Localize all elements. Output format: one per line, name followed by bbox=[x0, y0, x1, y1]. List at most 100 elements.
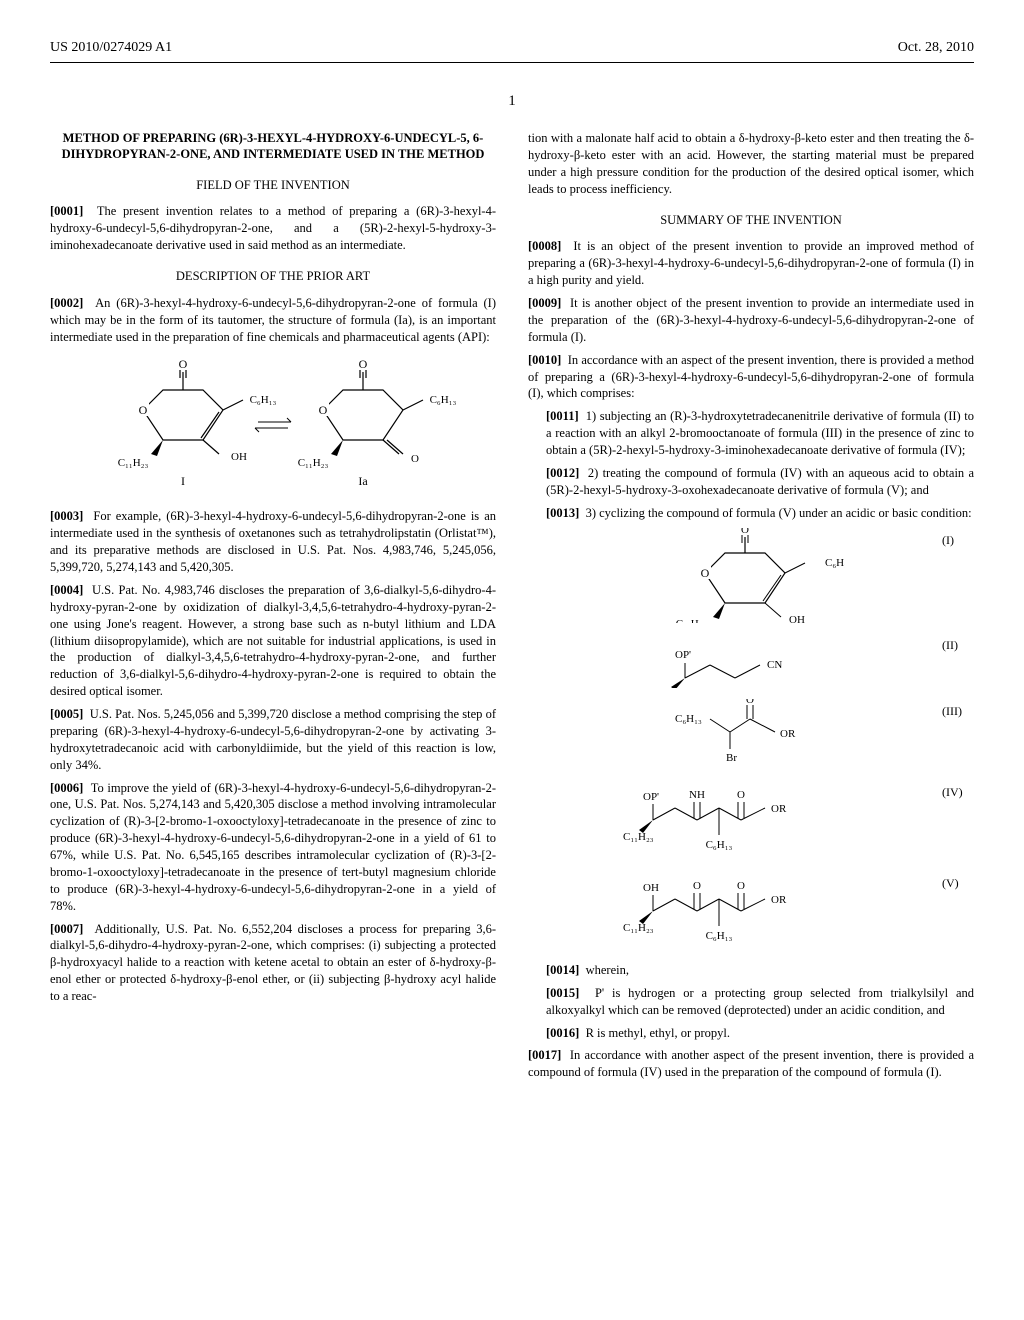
para-num: [0017] bbox=[528, 1048, 561, 1062]
para-num: [0011] bbox=[546, 409, 579, 423]
page: US 2010/0274029 A1 Oct. 28, 2010 1 METHO… bbox=[0, 0, 1024, 1127]
section-summary: SUMMARY OF THE INVENTION bbox=[528, 212, 974, 229]
svg-text:C₁₁H₂₃: C₁₁H₂₃ bbox=[118, 457, 149, 469]
right-column: tion with a malonate half acid to obtain… bbox=[528, 130, 974, 1087]
svg-text:C₆H₁₃: C₆H₁₃ bbox=[706, 930, 733, 942]
para-0007: [0007] Additionally, U.S. Pat. No. 6,552… bbox=[50, 921, 496, 1005]
para-num: [0006] bbox=[50, 781, 83, 795]
page-number: 1 bbox=[50, 93, 974, 110]
para-0012: [0012] 2) treating the compound of formu… bbox=[546, 465, 974, 499]
para-0014: [0014] wherein, bbox=[546, 962, 974, 979]
para-text: The present invention relates to a metho… bbox=[50, 204, 496, 252]
svg-text:I: I bbox=[181, 474, 185, 488]
para-num: [0015] bbox=[546, 986, 579, 1000]
para-num: [0007] bbox=[50, 922, 83, 936]
para-num: [0013] bbox=[546, 506, 579, 520]
para-text: 1) subjecting an (R)-3-hydroxytetradecan… bbox=[546, 409, 974, 457]
para-text: P' is hydrogen or a protecting group sel… bbox=[546, 986, 974, 1017]
svg-text:Br: Br bbox=[726, 752, 737, 764]
svg-text:C₁₁H₂₃: C₁₁H₂₃ bbox=[676, 618, 707, 623]
section-field: FIELD OF THE INVENTION bbox=[50, 177, 496, 194]
publication-number: US 2010/0274029 A1 bbox=[50, 40, 172, 56]
para-0017: [0017] In accordance with another aspect… bbox=[528, 1047, 974, 1081]
para-num: [0004] bbox=[50, 583, 83, 597]
svg-text:OR: OR bbox=[780, 728, 796, 740]
formula-label-I: (I) bbox=[942, 528, 974, 548]
svg-text:O: O bbox=[741, 528, 749, 536]
svg-text:OH: OH bbox=[789, 614, 805, 623]
svg-text:C₁₁H₂₃: C₁₁H₂₃ bbox=[623, 831, 654, 843]
para-0010: [0010] In accordance with an aspect of t… bbox=[528, 352, 974, 403]
para-num: [0016] bbox=[546, 1026, 579, 1040]
structure-block-I-V: O O C₆H₁₃ OH C₁₁H bbox=[528, 528, 974, 956]
svg-text:O: O bbox=[701, 566, 710, 580]
body-columns: METHOD OF PREPARING (6R)-3-HEXYL-4-HYDRO… bbox=[50, 130, 974, 1087]
svg-text:OH: OH bbox=[643, 882, 659, 894]
formula-label-III: (III) bbox=[942, 699, 974, 719]
para-text: 2) treating the compound of formula (IV)… bbox=[546, 466, 974, 497]
para-text: It is another object of the present inve… bbox=[528, 296, 974, 344]
svg-text:O: O bbox=[746, 699, 754, 706]
para-0009: [0009] It is another object of the prese… bbox=[528, 295, 974, 346]
para-text: An (6R)-3-hexyl-4-hydroxy-6-undecyl-5,6-… bbox=[50, 296, 496, 344]
para-text: R is methyl, ethyl, or propyl. bbox=[586, 1026, 730, 1040]
para-0015: [0015] P' is hydrogen or a protecting gr… bbox=[546, 985, 974, 1019]
left-column: METHOD OF PREPARING (6R)-3-HEXYL-4-HYDRO… bbox=[50, 130, 496, 1087]
formula-label-V: (V) bbox=[942, 871, 974, 891]
para-text: To improve the yield of (6R)-3-hexyl-4-h… bbox=[50, 781, 496, 913]
formula-label-II: (II) bbox=[942, 633, 974, 653]
svg-text:OR: OR bbox=[771, 803, 787, 815]
svg-text:O: O bbox=[179, 360, 188, 371]
para-0011: [0011] 1) subjecting an (R)-3-hydroxytet… bbox=[546, 408, 974, 459]
svg-text:O: O bbox=[319, 403, 328, 417]
svg-text:O: O bbox=[359, 360, 368, 371]
chem-label: O bbox=[139, 403, 148, 417]
para-0002: [0002] An (6R)-3-hexyl-4-hydroxy-6-undec… bbox=[50, 295, 496, 346]
svg-text:CN: CN bbox=[767, 659, 782, 671]
document-title: METHOD OF PREPARING (6R)-3-HEXYL-4-HYDRO… bbox=[50, 130, 496, 163]
structure-I-Ia: O O C₆H₁₃ OH bbox=[50, 360, 496, 495]
para-0004: [0004] U.S. Pat. No. 4,983,746 discloses… bbox=[50, 582, 496, 700]
para-num: [0001] bbox=[50, 204, 83, 218]
para-text: U.S. Pat. Nos. 5,245,056 and 5,399,720 d… bbox=[50, 707, 496, 772]
para-0005: [0005] U.S. Pat. Nos. 5,245,056 and 5,39… bbox=[50, 706, 496, 774]
para-num: [0008] bbox=[528, 239, 561, 253]
svg-text:Ia: Ia bbox=[358, 474, 368, 488]
para-text: wherein, bbox=[586, 963, 629, 977]
para-num: [0009] bbox=[528, 296, 561, 310]
svg-text:OH: OH bbox=[231, 451, 247, 463]
para-num: [0003] bbox=[50, 509, 83, 523]
para-num: [0014] bbox=[546, 963, 579, 977]
publication-date: Oct. 28, 2010 bbox=[898, 40, 974, 56]
para-text: It is an object of the present invention… bbox=[528, 239, 974, 287]
svg-text:C₁₁H₂₃: C₁₁H₂₃ bbox=[298, 457, 329, 469]
svg-text:C₆H₁₃: C₆H₁₃ bbox=[706, 839, 733, 851]
para-num: [0002] bbox=[50, 296, 83, 310]
section-prior-art: DESCRIPTION OF THE PRIOR ART bbox=[50, 268, 496, 285]
svg-text:O: O bbox=[411, 453, 419, 465]
header-rule bbox=[50, 62, 974, 63]
svg-text:C₁₁H₂₃: C₁₁H₂₃ bbox=[623, 922, 654, 934]
para-text: In accordance with an aspect of the pres… bbox=[528, 353, 974, 401]
svg-text:OP': OP' bbox=[643, 791, 659, 803]
formula-label-IV: (IV) bbox=[942, 780, 974, 800]
para-text: For example, (6R)-3-hexyl-4-hydroxy-6-un… bbox=[50, 509, 496, 574]
svg-text:C₆H₁₃: C₆H₁₃ bbox=[825, 557, 845, 569]
svg-text:NH: NH bbox=[689, 789, 705, 801]
para-0001: [0001] The present invention relates to … bbox=[50, 203, 496, 254]
running-header: US 2010/0274029 A1 Oct. 28, 2010 bbox=[50, 40, 974, 56]
svg-text:O: O bbox=[737, 880, 745, 892]
para-text: 3) cyclizing the compound of formula (V)… bbox=[586, 506, 972, 520]
para-num: [0005] bbox=[50, 707, 83, 721]
para-text: Additionally, U.S. Pat. No. 6,552,204 di… bbox=[50, 922, 496, 1004]
para-text: In accordance with another aspect of the… bbox=[528, 1048, 974, 1079]
svg-text:O: O bbox=[693, 880, 701, 892]
para-0016: [0016] R is methyl, ethyl, or propyl. bbox=[546, 1025, 974, 1042]
svg-text:O: O bbox=[737, 789, 745, 801]
para-num: [0012] bbox=[546, 466, 579, 480]
para-0008: [0008] It is an object of the present in… bbox=[528, 238, 974, 289]
para-text: tion with a malonate half acid to obtain… bbox=[528, 131, 974, 196]
svg-text:C₁₁H₂₃: C₁₁H₂₃ bbox=[655, 686, 686, 688]
svg-text:C₆H₁₃: C₆H₁₃ bbox=[675, 713, 702, 725]
svg-text:OR: OR bbox=[771, 894, 787, 906]
